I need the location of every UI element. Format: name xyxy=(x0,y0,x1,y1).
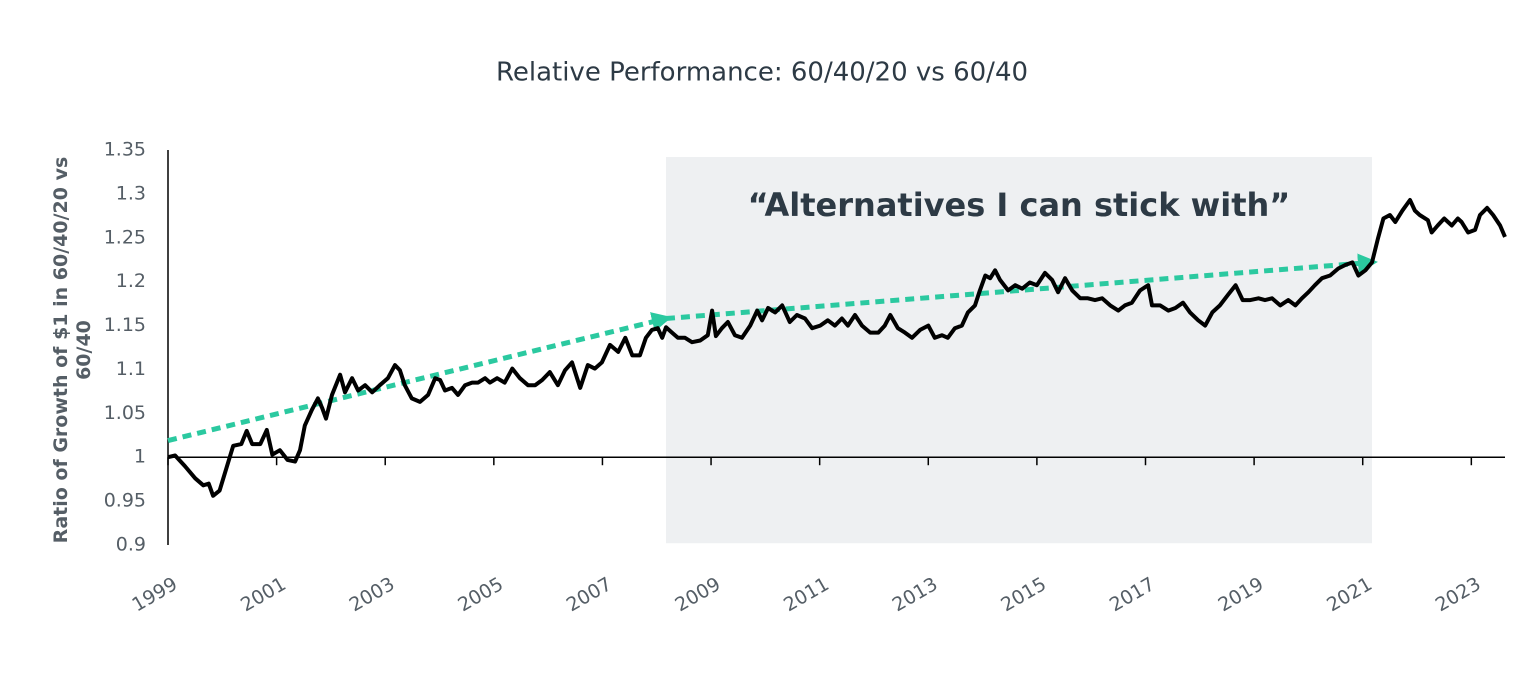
x-tick-label: 2003 xyxy=(346,573,399,616)
annotation: “Alternatives I can stick with” xyxy=(748,186,1291,224)
trend-arrow xyxy=(665,253,1378,322)
y-tick-label: 1.35 xyxy=(104,139,146,161)
x-tick-label: 2009 xyxy=(671,573,724,616)
x-tick-label: 2005 xyxy=(454,573,507,616)
x-tick-label: 2011 xyxy=(780,573,833,616)
x-tick-label: 2023 xyxy=(1432,573,1485,616)
y-tick-label: 1.05 xyxy=(104,402,146,424)
trend-arrow xyxy=(167,312,672,443)
chart-title: Relative Performance: 60/40/20 vs 60/40 xyxy=(496,58,1028,88)
y-tick-label: 1.3 xyxy=(116,182,146,204)
x-tick-label: 1999 xyxy=(128,573,181,616)
y-tick-label: 1.2 xyxy=(116,270,146,292)
x-tick-label: 2001 xyxy=(237,573,290,616)
y-tick-label: 0.95 xyxy=(104,490,146,512)
y-tick-label: 1.1 xyxy=(116,358,146,380)
y-axis-label: Ratio of Growth of $1 in 60/40/20 vs 60/… xyxy=(50,156,95,544)
data-line xyxy=(167,198,1507,498)
highlight-region xyxy=(665,157,1372,544)
y-tick-label: 0.9 xyxy=(116,534,146,556)
y-tick-label: 1 xyxy=(134,446,146,468)
x-tick-label: 2017 xyxy=(1106,573,1159,616)
x-tick-label: 2019 xyxy=(1214,573,1267,616)
x-tick-label: 2007 xyxy=(563,573,616,616)
x-tick-label: 2013 xyxy=(889,573,942,616)
y-tick-label: 1.25 xyxy=(104,226,146,248)
y-tick-label: 1.15 xyxy=(104,314,146,336)
x-tick-label: 2015 xyxy=(997,573,1050,616)
x-tick-label: 2021 xyxy=(1323,573,1376,616)
